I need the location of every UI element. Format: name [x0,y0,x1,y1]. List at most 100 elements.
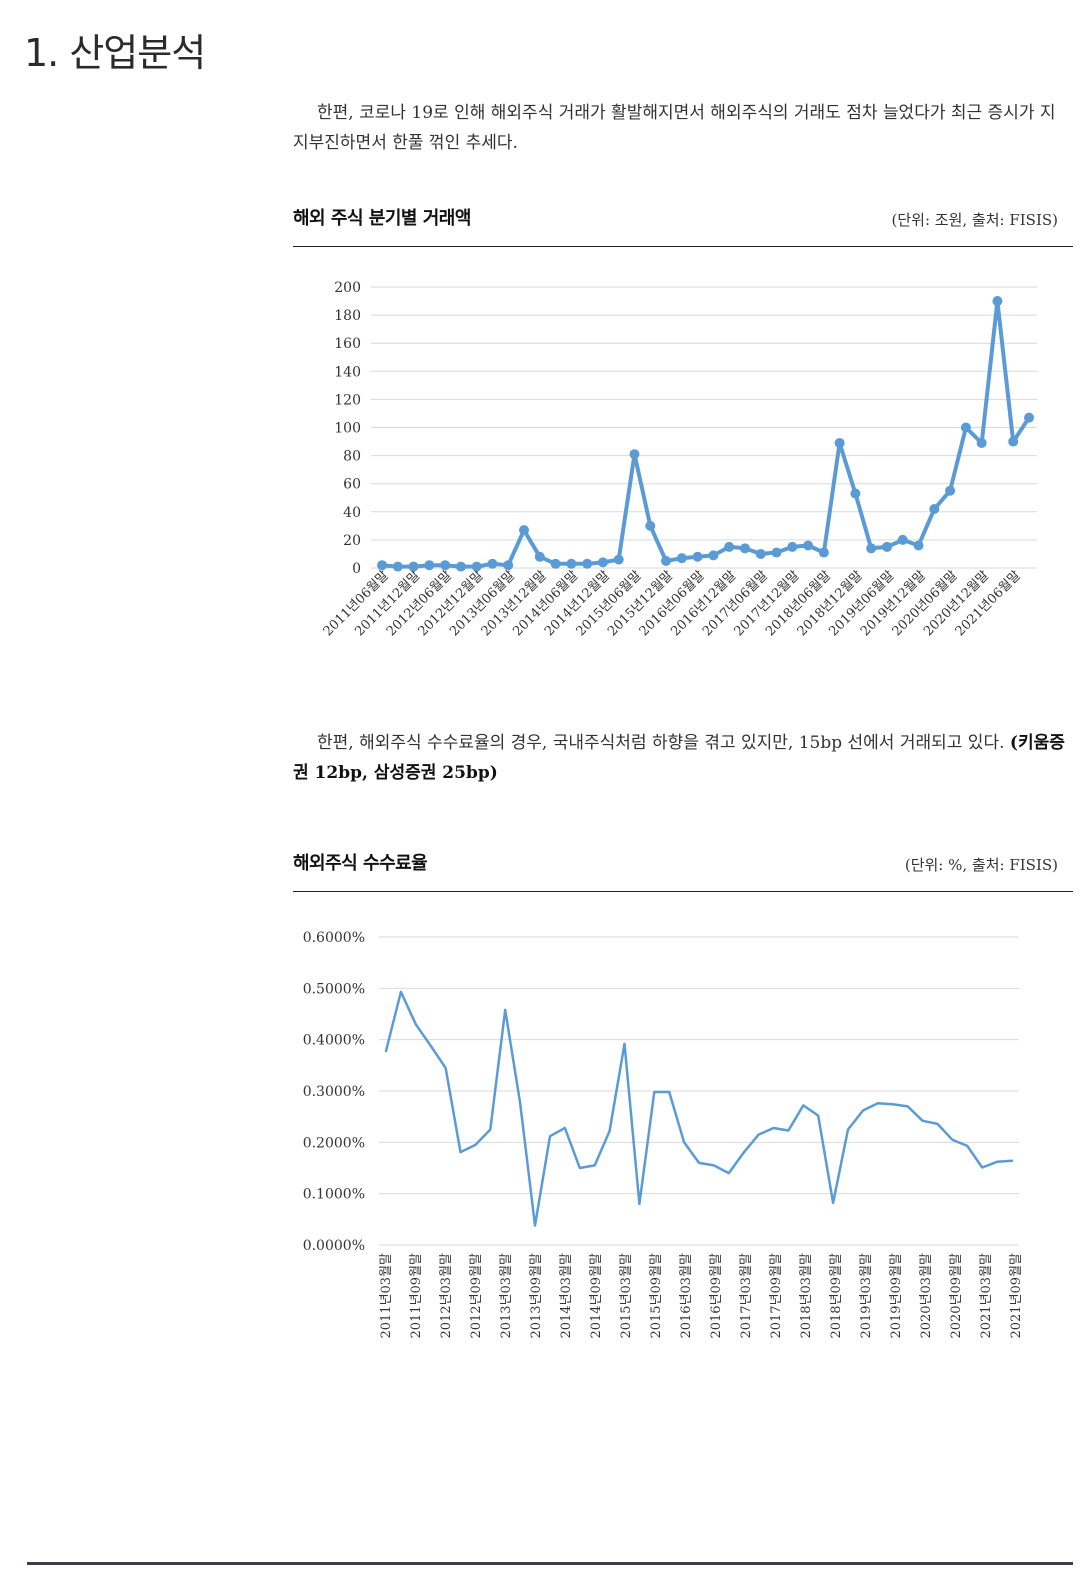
data-point [629,449,640,460]
chart2-header: 해외주식 수수료율 (단위: %, 출처: FISIS) [293,845,1058,883]
x-tick-label: 2013년03월말 [499,1253,514,1339]
data-point [897,534,908,545]
data-point [645,520,656,531]
chart1-rule [293,246,1073,247]
x-tick-label: 2020년09월말 [949,1253,964,1339]
y-tick-label: 0.1000% [303,1187,365,1203]
footer-rule [27,1562,1073,1565]
y-tick-label: 0.0000% [303,1238,365,1254]
series-line [384,990,1014,1227]
data-point [503,560,514,571]
data-point [613,554,624,565]
y-tick-label: 160 [334,336,361,352]
x-tick-label: 2011년09월말 [409,1253,424,1339]
y-tick-label: 0.2000% [303,1135,365,1151]
chart2-unit: (단위: %, 출처: FISIS) [904,856,1058,874]
data-point [960,422,971,433]
y-tick-label: 180 [334,308,361,324]
x-tick-label: 2021년03월말 [979,1253,994,1339]
x-tick-label: 2016년09월말 [709,1253,724,1339]
data-point [1008,436,1019,447]
x-tick-label: 2014년03월말 [559,1253,574,1339]
data-point [787,541,798,552]
paragraph-text: 한편, 해외주식 수수료율의 경우, 국내주식처럼 하향을 겪고 있지만, 15… [317,733,1010,753]
y-tick-label: 60 [343,477,361,493]
x-tick-label: 2021년09월말 [1009,1253,1024,1339]
x-tick-label: 2019년09월말 [889,1253,904,1339]
x-tick-label: 2011년03월말 [379,1253,394,1339]
data-point [992,296,1003,307]
data-point [534,551,545,562]
data-point [976,437,987,448]
x-tick-label: 2015년03월말 [619,1253,634,1339]
data-point [850,488,861,499]
x-tick-label: 2015년09월말 [649,1253,664,1339]
data-point [408,561,419,572]
data-point [866,543,877,554]
x-tick-label: 2017년09월말 [769,1253,784,1339]
data-point [771,547,782,558]
data-point [818,547,829,558]
y-tick-label: 140 [334,364,361,380]
data-point [881,541,892,552]
x-tick-label: 2018년09월말 [829,1253,844,1339]
chart1-unit: (단위: 조원, 출처: FISIS) [891,211,1059,229]
x-tick-label: 2014년09월말 [589,1253,604,1339]
y-tick-label: 0.6000% [303,930,365,946]
data-point [455,561,466,572]
y-tick-label: 0.4000% [303,1033,365,1049]
y-tick-label: 200 [334,280,361,296]
data-point [519,525,530,536]
data-point [440,560,451,571]
data-point [803,540,814,551]
data-point [708,550,719,561]
data-point [724,541,735,552]
data-point [692,551,703,562]
data-point [945,485,956,496]
x-tick-label: 2016년03월말 [679,1253,694,1339]
x-tick-label: 2018년03월말 [799,1253,814,1339]
section-title: 1. 산업분석 [24,31,206,75]
y-tick-label: 0.3000% [303,1084,365,1100]
x-tick-label: 2019년03월말 [859,1253,874,1339]
y-tick-label: 80 [343,449,361,465]
data-point [582,558,593,569]
chart1-title: 해외 주식 분기별 거래액 [293,208,471,229]
data-point [487,558,498,569]
series-line [380,299,1031,569]
x-tick-label: 2012년09월말 [469,1253,484,1339]
data-point [834,437,845,448]
data-point [471,561,482,572]
data-point [377,560,387,571]
y-tick-label: 120 [334,392,361,408]
y-tick-label: 40 [343,505,361,521]
y-tick-label: 20 [343,533,361,549]
data-point [597,557,608,568]
chart2-title: 해외주식 수수료율 [293,853,428,874]
chart1-header: 해외 주식 분기별 거래액 (단위: 조원, 출처: FISIS) [293,200,1058,238]
y-tick-label: 0 [352,561,361,577]
paragraph-text: 한편, 코로나 19로 인해 해외주식 거래가 활발해지면서 해외주식의 거래도… [293,103,1056,153]
x-tick-label: 2013년09월말 [529,1253,544,1339]
data-point [755,548,766,559]
paragraph-commission: 한편, 해외주식 수수료율의 경우, 국내주식처럼 하향을 겪고 있지만, 15… [293,728,1071,788]
data-point [424,560,435,571]
data-point [661,555,672,566]
y-tick-label: 100 [334,421,361,437]
data-point [566,558,577,569]
paragraph-bold-note: (키움증권 12bp, 삼성증권 25bp) [293,733,1065,783]
x-tick-label: 2020년03월말 [919,1253,934,1339]
y-tick-label: 0.5000% [303,981,365,997]
paragraph-trade-volume: 한편, 코로나 19로 인해 해외주식 거래가 활발해지면서 해외주식의 거래도… [293,98,1071,158]
data-point [392,561,403,572]
data-point [676,553,687,564]
data-point [1024,412,1034,423]
chart2-commission-rate: 0.0000% 0.1000% 0.2000% 0.3000% 0.4000% 0.500… [303,930,1024,1339]
data-point [739,543,750,554]
data-point [913,540,924,551]
x-tick-label: 2017년03월말 [739,1253,754,1339]
data-point [929,503,940,514]
x-tick-label: 2012년03월말 [439,1253,454,1339]
data-point [550,558,561,569]
chart1-trade-volume: 0204060801001201401601802002011년06월말2011… [321,280,1037,639]
